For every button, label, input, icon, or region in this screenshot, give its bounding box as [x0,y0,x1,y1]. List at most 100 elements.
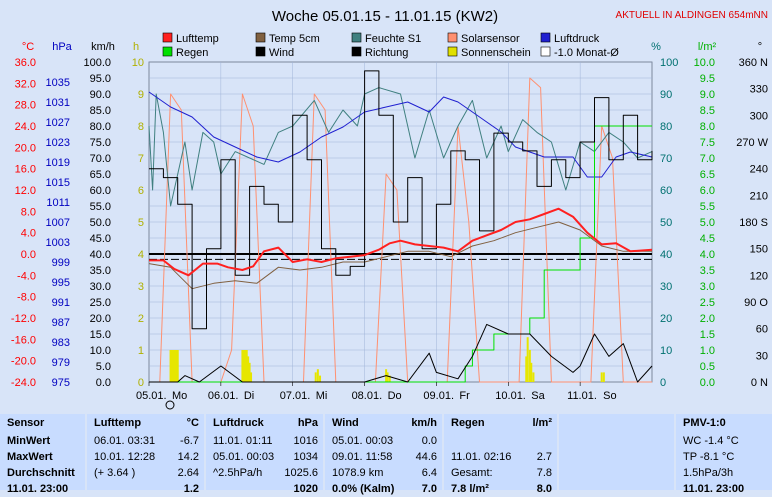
wind-row-current: 0.0% (Kalm) 7.0 [325,481,442,497]
legend-swatch-3 [447,32,458,43]
axis-tick-label-5-19: 0.5 [700,361,715,373]
axis-tick-label-6-6: 180 S [739,217,768,229]
plot-background [0,0,772,414]
axis-tick-label-4-5: 50 [660,217,672,229]
axis-tick-label-1-13: 987 [52,317,70,329]
sensor-row-current: 11.01. 23:00 [7,483,69,495]
axis-tick-label-5-8: 6.0 [700,185,715,197]
axis-tick-label-0-6: 12.0 [15,185,36,197]
axis-tick-label-2-9: 55.0 [90,201,111,213]
lufttemp-row-min: 06.01. 03:31 -6.7 [87,433,204,449]
sensor-header: Sensor [7,417,45,429]
axis-tick-label-3-2: 8 [138,121,144,133]
axis-tick-label-5-20: 0.0 [700,377,715,389]
x-tick-day-0: Mo [172,390,187,402]
axis-tick-label-5-14: 3.0 [700,281,715,293]
x-tick-day-5: Sa [531,390,545,402]
luftdruck-trend: ^2.5hPa/h [213,467,263,479]
axis-tick-label-2-16: 20.0 [90,313,111,325]
axis-unit-6: ° [758,41,762,53]
axis-unit-3: h [133,41,139,53]
axis-tick-label-5-9: 5.5 [700,201,715,213]
series-line-feuchte-s1 [148,87,653,207]
lufttemp-row-max: 10.01. 12:28 14.2 [87,449,204,465]
sunshine-bar-8 [244,350,247,382]
wind-min-time: 05.01. 00:03 [332,435,394,447]
axis-tick-label-5-4: 8.0 [700,121,715,133]
axis-tick-label-5-18: 1.0 [700,345,715,357]
axis-tick-label-3-3: 7 [138,153,144,165]
chart-title: Woche 05.01.15 - 11.01.15 (KW2) [272,8,498,25]
series-line-lufttemp [149,207,653,277]
axis-unit-5: l/m² [698,41,717,53]
sunshine-bar-21 [528,350,531,382]
legend-swatch-6 [255,46,266,57]
axis-unit-0: °C [22,41,34,53]
location-note: AKTUELL IN ALDINGEN 654mNN [616,10,768,21]
axis-tick-label-4-3: 70 [660,153,672,165]
plot-area [148,61,653,383]
axis-tick-label-4-1: 90 [660,89,672,101]
wind-max-value: 44.6 [415,451,437,463]
sunshine-bar-22 [530,362,533,382]
luftdruck-row-min: 11.01. 01:11 1016 [206,433,323,449]
axis-tick-label-4-0: 100 [660,57,678,69]
chart-axes: 36.032.028.024.020.016.012.08.04.00.0-4.… [11,41,769,389]
axis-unit-1: hPa [52,41,72,53]
wind-row-avg: 1078.9 km 6.4 [325,465,442,481]
axis-tick-label-3-4: 6 [138,185,144,197]
axis-tick-label-4-9: 10 [660,345,672,357]
axis-tick-label-2-2: 90.0 [90,89,111,101]
axis-tick-label-5-12: 4.0 [700,249,715,261]
axis-tick-label-2-11: 45.0 [90,233,111,245]
axis-tick-label-1-7: 1011 [46,197,70,209]
axis-tick-label-0-12: -12.0 [11,313,36,325]
axis-tick-label-4-8: 20 [660,313,672,325]
axis-tick-label-5-17: 1.5 [700,329,715,341]
lufttemp-header: Lufttemp °C [87,414,204,433]
wind-row-max: 09.01. 11:58 44.6 [325,449,442,465]
axis-tick-label-2-0: 100.0 [83,57,111,69]
legend-swatch-5 [162,46,173,57]
axis-tick-label-2-7: 65.0 [90,169,111,181]
x-tick-date-5: 10.01. [495,390,526,402]
lufttemp-label: Lufttemp [94,417,142,429]
x-axis: 05.01. Mo 06.01. Di 07.01. Mi 08.01. Do 09.01. Fr… [136,382,617,402]
sunshine-bar-15 [319,375,322,382]
legend-swatch-7 [351,46,362,57]
sunshine-bar-9 [245,350,248,382]
series-line-luftdruck [148,91,653,178]
regen-row-current: 7.8 l/m² 8.0 [444,481,557,497]
legend-swatch-2 [351,32,362,43]
luftdruck-unit: hPa [297,417,318,429]
axis-tick-label-2-4: 80.0 [90,121,111,133]
axis-tick-label-5-1: 9.5 [700,73,715,85]
lufttemp-row-avg: (+ 3.64 ) 2.64 [87,465,204,481]
axis-tick-label-2-10: 50.0 [90,217,111,229]
wind-header: Wind km/h [325,414,442,433]
x-tick-date-3: 08.01. [352,390,383,402]
axis-tick-label-0-2: 28.0 [15,100,36,112]
sunshine-bar-12 [250,372,253,382]
legend-swatch-8 [447,46,458,57]
axis-tick-label-3-7: 3 [138,281,144,293]
axis-tick-label-3-0: 10 [132,57,144,69]
x-tick-day-6: So [603,390,616,402]
axis-tick-label-2-14: 30.0 [90,281,111,293]
x-tick-day-2: Mi [316,390,328,402]
sunshine-bar-11 [248,362,251,382]
regen-max-value: 2.7 [536,451,552,463]
axis-tick-label-4-6: 40 [660,249,672,261]
axis-tick-label-0-4: 20.0 [15,142,36,154]
sunshine-bar-10 [247,356,250,382]
axis-tick-label-0-11: -8.0 [17,292,36,304]
axis-tick-label-2-3: 85.0 [90,105,111,117]
chart-legend: Lufttemp Temp 5cm Feuchte S1 Solarsensor Luf… [162,32,619,59]
axis-tick-label-2-15: 25.0 [90,297,111,309]
axis-tick-label-0-15: -24.0 [11,377,36,389]
axis-tick-label-4-4: 60 [660,185,672,197]
x-tick-date-2: 07.01. [280,390,311,402]
lufttemp-min-time: 06.01. 03:31 [94,435,156,447]
axis-tick-label-5-10: 5.0 [700,217,715,229]
sensor-row-min: MinWert [7,435,51,447]
